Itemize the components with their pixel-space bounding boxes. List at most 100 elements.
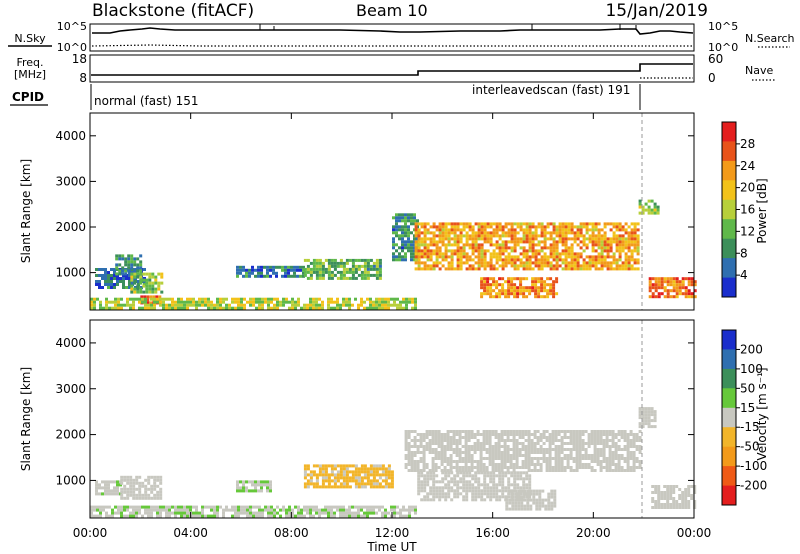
velocity-cell [315,511,318,515]
velocity-cell [548,454,552,457]
power-cell [423,225,427,229]
velocity-cell [518,451,522,454]
velocity-cell [517,489,521,493]
velocity-cell [453,495,457,499]
velocity-cell [440,460,444,463]
power-cell [121,254,125,258]
velocity-cell [666,500,670,503]
velocity-cell [663,506,667,509]
velocity-cell [428,430,432,433]
velocity-cell [485,457,489,460]
velocity-cell [354,464,358,468]
power-cell [513,222,517,226]
velocity-cell [557,430,561,433]
velocity-cell [687,500,691,503]
power-cell [462,228,466,232]
power-cell [395,249,398,253]
power-cell [510,277,514,281]
power-cell [477,261,481,265]
velocity-cell [216,505,219,509]
power-cell [525,249,529,253]
velocity-cell [653,425,657,429]
velocity-cell [351,470,355,474]
velocity-cell [647,407,651,411]
power-cell [498,228,502,232]
power-cell [597,228,601,232]
velocity-cell [425,448,429,451]
velocity-cell [207,514,210,518]
power-cell [309,303,312,307]
velocity-cell [150,487,154,491]
power-cell [345,261,349,265]
power-cell [131,271,134,274]
velocity-cell [593,454,597,457]
power-cell [666,277,670,281]
power-cell [684,286,688,290]
velocity-cell [180,508,183,512]
velocity-cell [107,486,110,490]
velocity-cell [596,460,600,463]
velocity-cell [480,483,484,487]
power-cell [299,268,302,272]
power-cell [531,283,535,287]
power-cell [453,267,457,271]
velocity-cell [419,460,423,463]
power-cell [219,306,222,310]
power-cell [606,240,610,244]
velocity-cell [517,495,521,499]
power-cell [507,234,511,238]
power-cell [266,265,269,269]
power-cell [95,283,98,286]
velocity-cell [550,495,554,499]
velocity-cell [663,503,667,506]
power-cell [372,306,375,310]
velocity-cell [515,460,519,463]
velocity-cell [477,492,481,496]
velocity-cell [438,495,442,499]
velocity-cell [644,416,648,420]
velocity-cell [422,469,426,472]
power-cell [507,280,511,284]
velocity-cell [132,487,136,491]
velocity-cell [99,508,102,512]
power-cell [501,240,505,244]
power-cell [534,237,538,241]
power-cell [576,234,580,238]
power-cell [666,289,670,293]
velocity-cell [596,430,600,433]
velocity-cell [116,480,119,484]
velocity-cell [500,439,504,442]
velocity-cell [638,407,642,411]
power-cell [678,280,682,284]
power-cell [579,240,583,244]
velocity-cell [553,501,557,505]
velocity-cell [566,454,570,457]
velocity-cell [532,501,536,505]
velocity-cell [525,477,529,481]
velocity-cell [114,511,117,515]
power-cell [630,237,634,241]
velocity-cell [387,470,391,474]
power-cell [483,283,487,287]
velocity-cell [488,442,492,445]
power-cell [219,303,222,307]
velocity-cell [435,480,439,484]
power-cell [267,303,270,307]
velocity-cell [476,448,480,451]
power-cell [552,240,556,244]
velocity-cell [255,505,258,509]
power-cell [420,237,424,241]
power-cell [122,277,125,280]
power-cell [641,208,645,212]
power-cell [231,297,234,301]
velocity-cell [111,514,114,518]
power-cell [597,234,601,238]
velocity-cell [243,511,246,515]
power-cell [432,261,436,265]
power-cell [588,222,592,226]
power-cell [180,306,183,310]
velocity-cell [500,463,504,466]
power-cell [139,278,143,282]
velocity-cell [605,439,609,442]
power-cell [486,249,490,253]
